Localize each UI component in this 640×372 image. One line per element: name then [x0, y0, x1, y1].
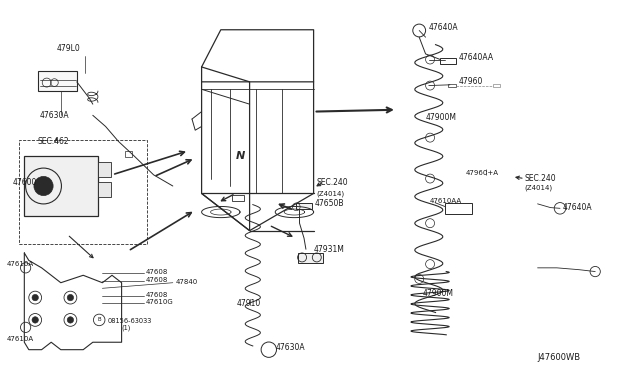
Text: J47600WB: J47600WB — [538, 353, 580, 362]
Text: 47610AA: 47610AA — [430, 198, 462, 204]
Text: SEC.240: SEC.240 — [317, 178, 348, 187]
Text: 47931M: 47931M — [314, 246, 344, 254]
Text: 47960: 47960 — [458, 77, 483, 86]
Text: SEC.240: SEC.240 — [525, 174, 556, 183]
Text: 47840: 47840 — [176, 279, 198, 285]
Text: 47630A: 47630A — [40, 111, 69, 120]
Bar — [440, 58, 456, 64]
Text: (Z4014): (Z4014) — [525, 185, 553, 191]
Text: 47650B: 47650B — [315, 199, 344, 208]
Text: 47608: 47608 — [146, 269, 168, 275]
Circle shape — [67, 317, 74, 323]
Bar — [125, 151, 132, 157]
Text: 47640A: 47640A — [429, 23, 458, 32]
Text: 47608: 47608 — [146, 277, 168, 283]
Text: SEC.462: SEC.462 — [37, 137, 68, 146]
Text: (1): (1) — [122, 324, 131, 331]
Bar — [98, 162, 111, 177]
Text: 47630A: 47630A — [275, 343, 305, 352]
Text: 47600: 47600 — [13, 178, 37, 187]
Bar — [24, 156, 98, 216]
Text: 47640A: 47640A — [563, 203, 592, 212]
Text: B: B — [97, 317, 101, 323]
Text: 47640AA: 47640AA — [458, 53, 493, 62]
Bar — [19, 140, 147, 244]
Bar — [38, 71, 77, 91]
Bar — [493, 84, 500, 87]
Text: 47608: 47608 — [146, 292, 168, 298]
Bar — [232, 195, 244, 201]
Circle shape — [34, 176, 53, 196]
Text: 47610A: 47610A — [6, 261, 33, 267]
Circle shape — [67, 294, 74, 301]
Bar — [298, 253, 323, 263]
Text: 479L0: 479L0 — [56, 44, 80, 53]
Text: 47610A: 47610A — [6, 336, 33, 341]
Bar — [445, 203, 472, 214]
Text: N: N — [236, 151, 244, 161]
Bar — [98, 182, 111, 197]
Text: 47610G: 47610G — [146, 299, 173, 305]
Bar — [448, 84, 456, 87]
Text: 47900M: 47900M — [422, 289, 453, 298]
Circle shape — [32, 294, 38, 301]
Text: 08156-63033: 08156-63033 — [108, 318, 152, 324]
Text: 47900M: 47900M — [426, 113, 456, 122]
Text: (Z4014): (Z4014) — [317, 190, 345, 197]
Circle shape — [32, 317, 38, 323]
Text: 47910: 47910 — [237, 299, 261, 308]
Bar — [296, 203, 312, 209]
Text: 47960+A: 47960+A — [466, 170, 499, 176]
